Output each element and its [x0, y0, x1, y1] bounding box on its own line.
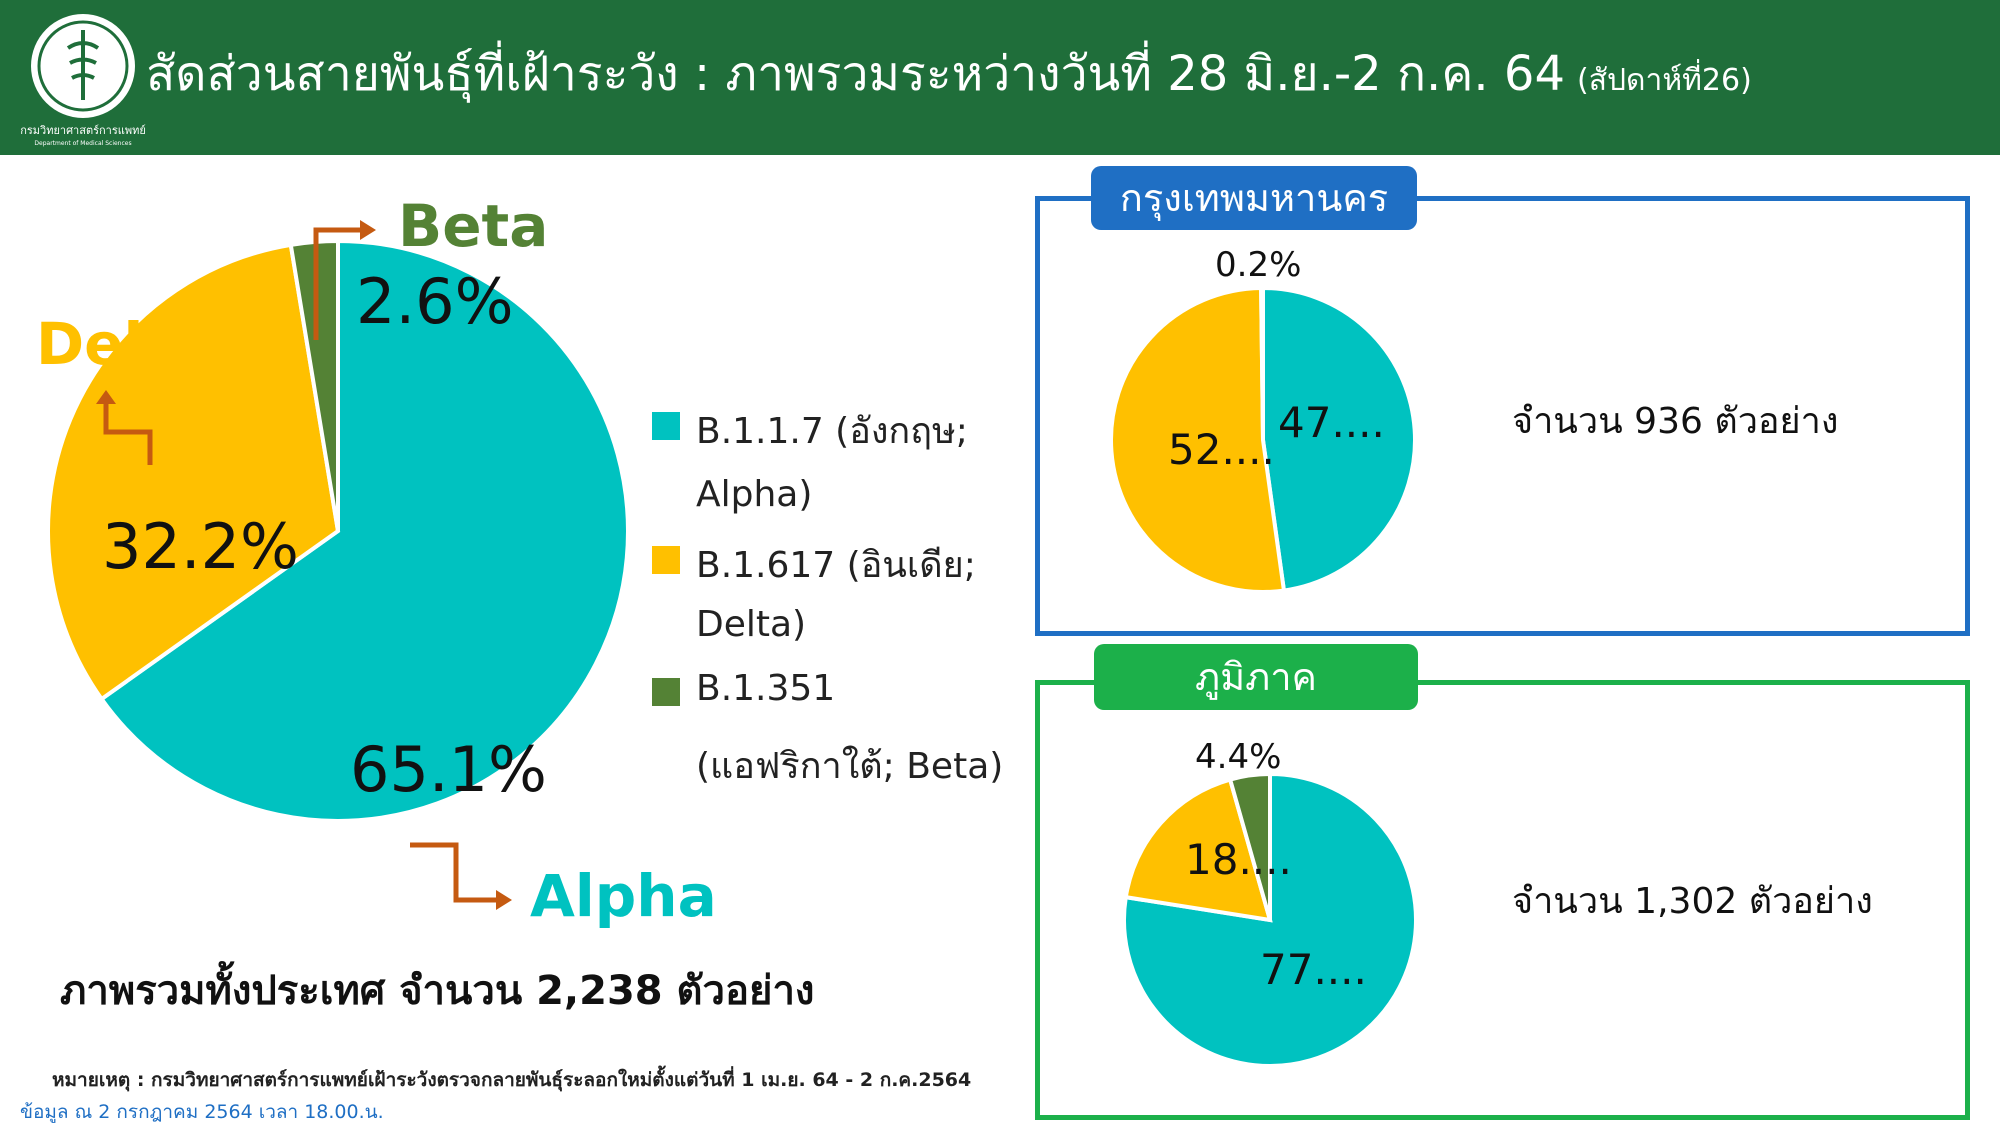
region-delta-label: 18.... — [1185, 835, 1292, 884]
region-count: จำนวน 1,302 ตัวอย่าง — [1512, 881, 1873, 922]
ministry-logo: กรมวิทยาศาสตร์การแพทย์ Department of Med… — [20, 14, 146, 147]
alpha-arrowhead — [496, 890, 512, 910]
bangkok-panel — [1035, 196, 1970, 636]
legend-alpha-line1: B.1.1.7 (อังกฤษ; — [696, 411, 968, 452]
region-tab: ภูมิภาค — [1094, 644, 1418, 710]
delta-percent: 32.2% — [102, 510, 299, 583]
logo-dept-th: กรมวิทยาศาสตร์การแพทย์ — [20, 124, 146, 137]
title-main: สัดส่วนสายพันธุ์ที่เฝ้าระวัง : ภาพรวมระห… — [146, 46, 1565, 102]
region-slice-beta — [1227, 771, 1272, 921]
national-slice-delta — [46, 242, 341, 702]
region-pie-chart — [1122, 771, 1418, 1068]
bangkok-slice-beta — [1259, 285, 1265, 441]
beta-arrowhead — [360, 220, 376, 240]
region-alpha-label: 77.... — [1260, 945, 1367, 994]
delta-arrowhead — [96, 390, 116, 404]
alpha-arrow — [410, 842, 496, 903]
legend-swatch-beta — [652, 678, 680, 706]
national-caption: ภาพรวมทั้งประเทศ จำนวน 2,238 ตัวอย่าง — [60, 968, 815, 1014]
logo-dept-en: Department of Medical Sciences — [34, 140, 131, 147]
region-slice-delta — [1123, 777, 1273, 923]
delta-callout: Delta — [36, 310, 211, 378]
bangkok-beta-label: 0.2% — [1215, 245, 1302, 285]
title-week: (สัปดาห์ที่26) — [1577, 63, 1752, 98]
beta-percent: 2.6% — [356, 265, 514, 338]
legend-delta-line2: Delta) — [696, 604, 807, 645]
alpha-callout: Alpha — [530, 862, 717, 930]
alpha-percent: 65.1% — [350, 733, 547, 806]
footer-source: ข้อมูล ณ 2 กรกฎาคม 2564 เวลา 18.00.น. — [20, 1101, 384, 1123]
region-beta-label: 4.4% — [1195, 737, 1282, 777]
beta-callout: Beta — [398, 192, 549, 260]
legend-alpha-line2: Alpha) — [696, 474, 813, 515]
bangkok-count: จำนวน 936 ตัวอย่าง — [1512, 401, 1839, 442]
bangkok-alpha-label: 47.... — [1278, 398, 1385, 447]
region-panel — [1035, 680, 1970, 1120]
callout-arrows — [96, 220, 512, 910]
legend-swatch-delta — [652, 546, 680, 574]
beta-arrow — [313, 227, 360, 340]
footer-note: หมายเหตุ : กรมวิทยาศาสตร์การแพทย์เฝ้าระว… — [52, 1069, 972, 1091]
bangkok-delta-label: 52.... — [1168, 425, 1275, 474]
header-bar: กรมวิทยาศาสตร์การแพทย์ Department of Med… — [0, 0, 2000, 155]
bangkok-slice-delta — [1109, 285, 1287, 594]
bangkok-slice-alpha — [1261, 285, 1417, 593]
national-slice-alpha — [98, 238, 630, 823]
delta-arrow — [103, 404, 153, 465]
bangkok-tab: กรุงเทพมหานคร — [1091, 166, 1417, 230]
legend-beta-line1: B.1.351 — [696, 668, 836, 709]
legend-swatch-alpha — [652, 412, 680, 440]
national-pie-chart — [46, 238, 630, 823]
legend-delta-line1: B.1.617 (อินเดีย; — [696, 545, 976, 586]
legend-beta-line2: (แอฟริกาใต้; Beta) — [696, 746, 1004, 787]
bangkok-pie-chart — [1109, 285, 1417, 594]
page-title: สัดส่วนสายพันธุ์ที่เฝ้าระวัง : ภาพรวมระห… — [146, 36, 1752, 112]
